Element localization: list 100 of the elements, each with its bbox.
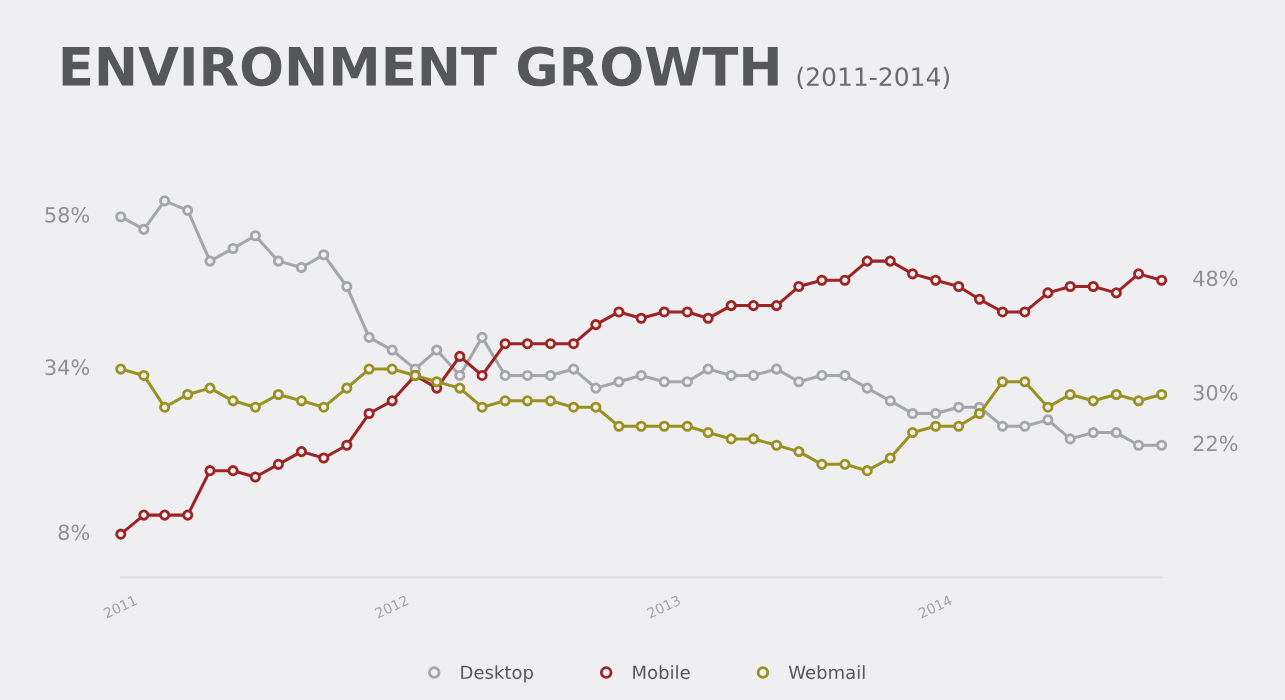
- point: [227, 242, 239, 255]
- point: [138, 509, 150, 521]
- point: [521, 395, 534, 407]
- legend-label: Webmail: [788, 665, 865, 680]
- point: [1019, 376, 1031, 388]
- x-tick-label: 2014: [917, 594, 953, 619]
- point: [861, 382, 873, 394]
- point: [1156, 388, 1168, 401]
- point: [930, 274, 942, 286]
- point: [1110, 287, 1122, 299]
- point: [681, 420, 693, 432]
- point: [884, 395, 896, 407]
- point: [658, 420, 670, 432]
- point: [138, 223, 150, 235]
- point: [590, 401, 602, 413]
- point: [249, 401, 261, 413]
- point: [159, 401, 171, 413]
- point: [544, 338, 557, 350]
- point: [568, 338, 580, 350]
- x-tick-label: 2012: [374, 594, 409, 619]
- point: [770, 300, 783, 312]
- point: [521, 338, 534, 350]
- point: [793, 446, 805, 458]
- point: [861, 255, 873, 267]
- data-label: 8%: [58, 524, 90, 541]
- point: [681, 306, 693, 318]
- point: [1042, 287, 1054, 299]
- point: [341, 280, 353, 293]
- chart-subtitle: (2011-2014): [797, 66, 950, 90]
- point: [295, 446, 308, 458]
- x-tick-label: 2013: [646, 594, 681, 619]
- point: [1133, 395, 1145, 407]
- point: [499, 369, 511, 381]
- point: [204, 465, 216, 477]
- point: [476, 369, 488, 381]
- point: [996, 420, 1009, 432]
- data-label: 34%: [45, 359, 90, 376]
- point: [930, 407, 942, 420]
- point: [907, 407, 919, 420]
- point: [861, 465, 873, 477]
- point: [386, 363, 398, 375]
- point: [476, 401, 488, 413]
- point: [839, 274, 851, 286]
- point: [454, 369, 466, 381]
- point: [816, 369, 828, 381]
- data-label: 22%: [1193, 435, 1238, 452]
- point: [363, 407, 375, 420]
- point: [1019, 420, 1031, 432]
- point: [613, 306, 625, 318]
- point: [363, 363, 375, 375]
- point: [476, 331, 488, 343]
- point: [635, 420, 647, 432]
- point: [1156, 274, 1168, 286]
- point: [1019, 306, 1031, 318]
- point: [953, 401, 965, 413]
- point: [1087, 280, 1099, 293]
- data-label: 58%: [45, 206, 90, 223]
- point: [770, 439, 783, 451]
- point: [1133, 439, 1145, 451]
- point: [816, 458, 828, 470]
- point: [681, 376, 693, 388]
- point: [431, 376, 443, 388]
- point: [499, 338, 511, 350]
- point: [363, 331, 375, 343]
- point: [930, 420, 942, 432]
- point: [839, 369, 851, 381]
- point: [1087, 395, 1099, 407]
- point: [1087, 427, 1099, 439]
- point: [1064, 280, 1076, 293]
- point: [747, 433, 760, 445]
- point: [1110, 388, 1122, 401]
- point: [702, 312, 714, 324]
- point: [115, 528, 127, 540]
- point: [590, 319, 602, 331]
- data-label: 30%: [1193, 384, 1238, 401]
- point: [204, 255, 216, 267]
- point: [544, 369, 557, 381]
- point: [295, 261, 308, 274]
- point: [816, 274, 828, 286]
- point: [159, 195, 171, 207]
- point: [884, 452, 896, 464]
- point: [996, 306, 1009, 318]
- point: [973, 407, 986, 420]
- point: [521, 369, 534, 381]
- point: [725, 433, 737, 445]
- point: [793, 376, 805, 388]
- point: [138, 369, 150, 381]
- point: [839, 458, 851, 470]
- point: [996, 376, 1009, 388]
- point: [341, 382, 353, 394]
- point: [613, 376, 625, 388]
- point: [454, 350, 466, 362]
- point: [568, 401, 580, 413]
- chart-title: ENVIRONMENT GROWTH: [62, 46, 778, 87]
- point: [953, 280, 965, 293]
- point: [386, 395, 398, 407]
- point: [499, 395, 511, 407]
- point: [747, 369, 760, 381]
- x-tick-label: 2011: [102, 594, 138, 619]
- point: [272, 255, 284, 267]
